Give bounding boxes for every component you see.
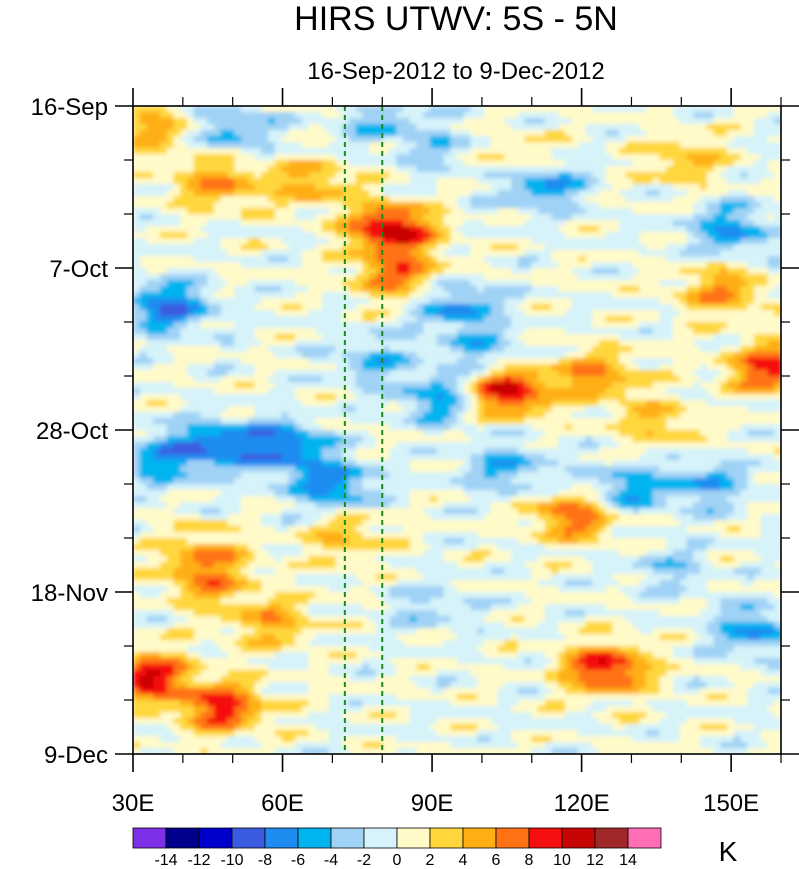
colorbar-label: -10 — [220, 852, 243, 869]
colorbar-label: 8 — [525, 852, 534, 869]
colorbar-label: -12 — [187, 852, 210, 869]
colorbar-box — [264, 827, 299, 849]
colorbar-label: -14 — [154, 852, 177, 869]
colorbar-label: 10 — [553, 852, 571, 869]
y-tick-label: 9-Dec — [44, 742, 108, 769]
colorbar-box — [528, 827, 563, 849]
colorbar-box — [132, 827, 167, 849]
colorbar-box — [495, 827, 530, 849]
colorbar-box — [594, 827, 629, 849]
colorbar-label: 6 — [492, 852, 501, 869]
y-tick-label: 28-Oct — [36, 418, 108, 445]
colorbar-unit: K — [719, 836, 738, 867]
colorbar-label: -2 — [357, 852, 371, 869]
x-tick-label: 30E — [112, 790, 155, 817]
colorbar-box — [429, 827, 464, 849]
colorbar-label: -6 — [291, 852, 305, 869]
colorbar-box — [198, 827, 233, 849]
colorbar-box — [165, 827, 200, 849]
colorbar-label: 4 — [459, 852, 468, 869]
x-tick-label: 150E — [703, 790, 759, 817]
y-tick-label: 7-Oct — [49, 256, 108, 283]
colorbar-label: 14 — [619, 852, 637, 869]
colorbar-label: 2 — [426, 852, 435, 869]
colorbar-box — [330, 827, 365, 849]
x-tick-label: 90E — [411, 790, 454, 817]
heatmap-field — [133, 106, 781, 754]
colorbar: -14 -12 -10 -8 -6 -4 -2 0 2 4 6 8 10 12 14 K — [132, 827, 738, 869]
colorbar-box — [396, 827, 431, 849]
colorbar-box — [231, 827, 266, 849]
chart-title: HIRS UTWV: 5S - 5N — [294, 0, 618, 38]
colorbar-box — [627, 827, 662, 849]
x-tick-label: 120E — [554, 790, 610, 817]
reference-lines — [343, 106, 384, 754]
y-tick-label: 18-Nov — [31, 580, 108, 607]
colorbar-label: 0 — [393, 852, 402, 869]
x-tick-label: 60E — [261, 790, 304, 817]
colorbar-label: -4 — [324, 852, 338, 869]
colorbar-box — [462, 827, 497, 849]
colorbar-label: 12 — [586, 852, 604, 869]
y-tick-label: 16-Sep — [31, 94, 108, 121]
chart-subtitle: 16-Sep-2012 to 9-Dec-2012 — [307, 58, 605, 85]
colorbar-label: -8 — [258, 852, 272, 869]
colorbar-box — [363, 827, 398, 849]
colorbar-box — [297, 827, 332, 849]
colorbar-box — [561, 827, 596, 849]
